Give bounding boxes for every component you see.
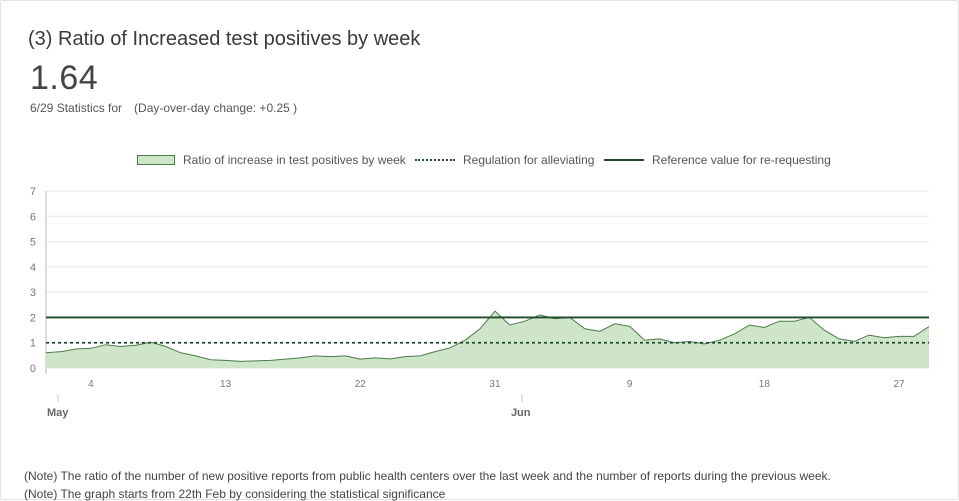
x-tick-label: 22 — [355, 379, 367, 390]
data-point-ratio — [613, 322, 616, 325]
month-label: Jun — [511, 407, 531, 419]
data-point-ratio — [254, 359, 257, 362]
data-point-ratio — [898, 335, 901, 338]
data-point-ratio — [419, 354, 422, 357]
data-point-ratio — [329, 355, 332, 358]
data-point-ratio — [763, 326, 766, 329]
chart-legend: Ratio of increase in test positives by w… — [1, 151, 959, 169]
data-point-ratio — [60, 350, 63, 353]
legend-item-reference[interactable]: Reference value for re-requesting — [604, 151, 831, 169]
data-point-ratio — [224, 359, 227, 362]
data-point-ratio — [284, 358, 287, 361]
data-point-ratio — [89, 347, 92, 350]
data-point-ratio — [703, 343, 706, 346]
data-point-ratio — [628, 325, 631, 328]
data-point-ratio — [733, 332, 736, 335]
y-tick-label: 3 — [30, 287, 36, 299]
data-point-ratio — [449, 346, 452, 349]
area-fill-ratio — [46, 311, 929, 368]
data-point-ratio — [523, 320, 526, 323]
data-point-ratio — [643, 339, 646, 342]
x-tick-label: 4 — [88, 379, 94, 390]
data-point-ratio — [164, 345, 167, 348]
legend-swatch-dotted — [415, 159, 455, 161]
data-point-ratio — [119, 345, 122, 348]
data-point-ratio — [538, 313, 541, 316]
statistics-date-line: 6/29 Statistics for (Day-over-day change… — [30, 101, 298, 115]
data-point-ratio — [494, 310, 497, 313]
y-tick-label: 2 — [30, 312, 36, 324]
y-tick-label: 1 — [30, 338, 36, 350]
legend-swatch-area — [137, 155, 175, 165]
data-point-ratio — [838, 337, 841, 340]
legend-label-reference: Reference value for re-requesting — [652, 153, 831, 167]
x-tick-label: 13 — [220, 379, 232, 390]
legend-label-ratio: Ratio of increase in test positives by w… — [183, 153, 406, 167]
data-point-ratio — [104, 343, 107, 346]
data-point-ratio — [344, 354, 347, 357]
data-point-ratio — [404, 355, 407, 358]
data-point-ratio — [434, 350, 437, 353]
data-point-ratio — [134, 344, 137, 347]
data-point-ratio — [673, 341, 676, 344]
data-point-ratio — [853, 340, 856, 343]
note-line-1: (Note) The ratio of the number of new po… — [24, 469, 831, 483]
legend-swatch-solid — [604, 159, 644, 161]
data-point-ratio — [479, 327, 482, 330]
data-point-ratio — [194, 354, 197, 357]
data-point-ratio — [778, 320, 781, 323]
y-tick-label: 5 — [30, 237, 36, 249]
month-label: May — [47, 407, 69, 419]
data-point-ratio — [718, 339, 721, 342]
note-line-2: (Note) The graph starts from 22th Feb by… — [24, 487, 446, 501]
y-tick-label: 4 — [30, 262, 36, 274]
data-point-ratio — [314, 354, 317, 357]
data-point-ratio — [389, 357, 392, 360]
data-point-ratio — [179, 351, 182, 354]
data-point-ratio — [464, 339, 467, 342]
y-tick-label: 7 — [30, 186, 36, 198]
data-point-ratio — [299, 356, 302, 359]
data-point-ratio — [913, 335, 916, 338]
series-line-ratio — [45, 310, 930, 362]
data-point-ratio — [508, 324, 511, 327]
chart-plot: 0 1 2 3 4 5 6 7 4 13 22 31 9 18 27 May Jun — [30, 186, 931, 419]
legend-item-regulation[interactable]: Regulation for alleviating — [415, 151, 594, 169]
data-point-ratio — [269, 359, 272, 362]
chart-title: (3) Ratio of Increased test positives by… — [28, 28, 421, 50]
legend-label-regulation: Regulation for alleviating — [463, 153, 595, 167]
data-point-ratio — [45, 351, 48, 354]
data-point-ratio — [598, 330, 601, 333]
data-point-ratio — [209, 358, 212, 361]
data-point-ratio — [823, 329, 826, 332]
current-value: 1.64 — [30, 59, 99, 97]
data-point-ratio — [583, 327, 586, 330]
data-point-ratio — [74, 348, 77, 351]
x-tick-label: 18 — [759, 379, 771, 390]
data-point-ratio — [374, 356, 377, 359]
x-tick-label: 31 — [489, 379, 501, 390]
data-point-ratio — [658, 337, 661, 340]
data-point-ratio — [793, 320, 796, 323]
data-point-ratio — [883, 336, 886, 339]
data-point-ratio — [748, 324, 751, 327]
data-point-ratio — [359, 358, 362, 361]
y-tick-label: 6 — [30, 211, 36, 223]
x-tick-label: 27 — [894, 379, 906, 390]
legend-item-ratio[interactable]: Ratio of increase in test positives by w… — [137, 151, 406, 169]
data-point-ratio — [239, 360, 242, 363]
data-point-ratio — [928, 325, 931, 328]
data-point-ratio — [868, 334, 871, 337]
y-tick-label: 0 — [30, 363, 36, 375]
x-tick-label: 9 — [627, 379, 633, 390]
